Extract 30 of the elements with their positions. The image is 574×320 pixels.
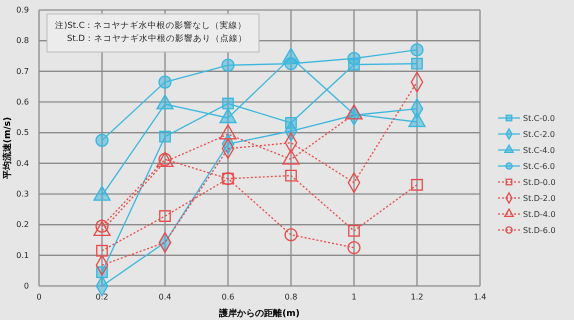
- x-tick-label: 0.4: [158, 292, 172, 302]
- x-tick-label: 0.6: [222, 292, 234, 302]
- legend-label: St.C-6.0: [523, 162, 555, 171]
- y-tick-label: 0.7: [16, 66, 29, 76]
- y-tick-label: 0: [24, 282, 29, 291]
- x-tick-label: 0: [36, 292, 42, 302]
- y-tick-label: 0.8: [16, 36, 29, 46]
- annotation: 注)St.C：ネコヤナギ水中根の影響なし（実線）: [55, 20, 247, 31]
- x-tick-label: 0.2: [96, 292, 108, 302]
- x-tick-label: 0.8: [284, 292, 298, 302]
- y-tick-label: 0.1: [16, 250, 29, 260]
- annotation: St.D：ネコヤナギ水中根の影響あり（点線）: [67, 33, 247, 44]
- y-tick-label: 0.2: [16, 220, 29, 230]
- legend-label: St.C-4.0: [523, 146, 555, 155]
- legend-label: St.D-0.0: [523, 178, 556, 187]
- y-tick-label: 0.6: [16, 98, 29, 107]
- legend-label: St.D-6.0: [523, 226, 556, 235]
- y-tick-label: 0.5: [16, 128, 29, 138]
- y-axis-title: 平均流速(m/s): [2, 116, 13, 180]
- legend-label: St.D-2.0: [523, 194, 556, 203]
- x-tick-label: 1.2: [410, 292, 424, 302]
- x-tick-label: 1: [351, 292, 357, 302]
- legend-label: St.C-0.0: [523, 114, 555, 123]
- y-tick-label: 0.9: [16, 6, 29, 15]
- x-tick-label: 1.4: [474, 292, 486, 302]
- x-axis-title: 護岸からの距離(m): [218, 308, 300, 319]
- legend-label: St.C-2.0: [523, 130, 555, 139]
- y-tick-label: 0.4: [16, 158, 29, 168]
- y-tick-label: 0.3: [16, 190, 29, 199]
- legend-label: St.D-4.0: [523, 210, 556, 219]
